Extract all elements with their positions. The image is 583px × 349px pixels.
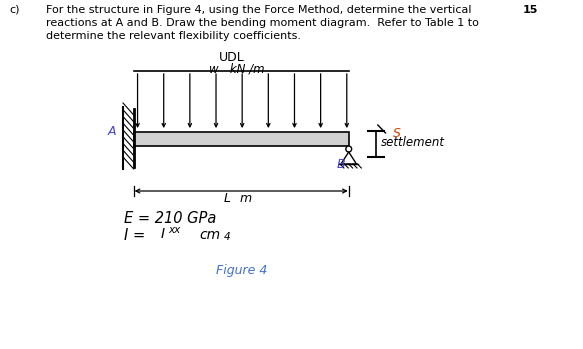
- Text: 15: 15: [522, 5, 538, 15]
- Text: determine the relevant flexibility coefficients.: determine the relevant flexibility coeff…: [47, 31, 301, 41]
- Text: cm: cm: [199, 228, 221, 242]
- Text: E = 210 GPa: E = 210 GPa: [124, 211, 216, 226]
- Polygon shape: [341, 152, 356, 164]
- Text: settlement: settlement: [381, 136, 445, 149]
- Text: I: I: [161, 227, 165, 241]
- Bar: [134, 132, 349, 146]
- Text: c): c): [10, 5, 20, 15]
- Text: For the structure in Figure 4, using the Force Method, determine the vertical: For the structure in Figure 4, using the…: [47, 5, 472, 15]
- Text: m: m: [240, 192, 252, 205]
- Text: 4: 4: [224, 232, 230, 242]
- Text: L: L: [223, 192, 230, 205]
- Text: Figure 4: Figure 4: [216, 264, 268, 277]
- Text: reactions at A and B. Draw the bending moment diagram.  Refer to Table 1 to: reactions at A and B. Draw the bending m…: [47, 18, 479, 28]
- Text: I =: I =: [124, 228, 145, 243]
- Circle shape: [346, 146, 352, 152]
- Text: w   kN /m: w kN /m: [209, 62, 264, 75]
- Text: S: S: [394, 127, 401, 140]
- Text: B: B: [336, 158, 345, 171]
- Text: xx: xx: [168, 225, 181, 235]
- Text: UDL: UDL: [219, 51, 244, 64]
- Text: A: A: [108, 125, 117, 138]
